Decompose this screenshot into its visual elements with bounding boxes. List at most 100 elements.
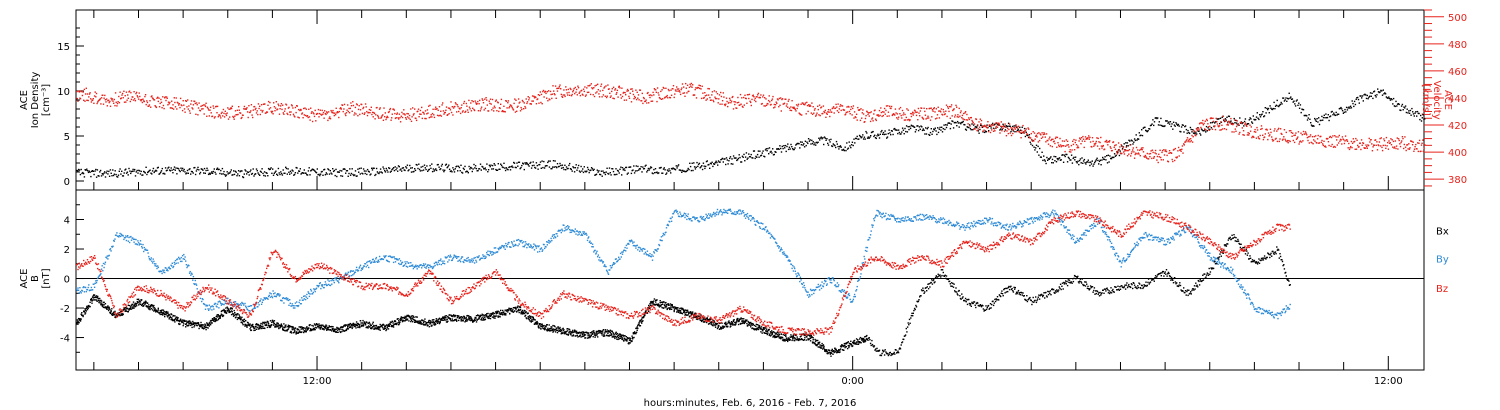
velocity-point xyxy=(544,91,546,93)
density-point xyxy=(535,162,538,164)
velocity-point xyxy=(504,111,506,113)
density-point xyxy=(1362,100,1364,102)
density-point xyxy=(1055,156,1057,158)
velocity-point xyxy=(1068,146,1070,148)
density-point xyxy=(244,169,246,171)
density-point xyxy=(92,170,94,172)
density-point xyxy=(823,136,826,138)
density-point xyxy=(1209,128,1211,131)
density-point xyxy=(563,168,565,171)
velocity-point xyxy=(1332,135,1334,137)
density-point xyxy=(777,148,779,150)
velocity-point xyxy=(1027,127,1029,129)
velocity-point xyxy=(1333,145,1335,148)
velocity-point xyxy=(626,90,628,92)
velocity-point xyxy=(226,112,228,114)
density-point xyxy=(630,172,633,175)
bx-point xyxy=(687,311,689,313)
velocity-point xyxy=(320,114,323,116)
density-point xyxy=(1042,159,1044,162)
density-point xyxy=(543,167,546,169)
bx-point xyxy=(469,316,471,318)
bx-point xyxy=(349,322,351,325)
velocity-point xyxy=(335,107,337,109)
velocity-point xyxy=(660,98,663,100)
velocity-point xyxy=(808,104,810,106)
density-point xyxy=(1392,97,1395,100)
velocity-point xyxy=(1053,140,1055,142)
velocity-point xyxy=(1223,128,1226,130)
velocity-point xyxy=(1188,139,1190,142)
velocity-point xyxy=(670,89,672,91)
velocity-point xyxy=(253,105,256,108)
density-point xyxy=(143,171,146,173)
velocity-point xyxy=(430,114,432,116)
velocity-point xyxy=(1088,135,1090,137)
velocity-point xyxy=(639,89,642,91)
density-point xyxy=(531,164,534,167)
bx-point xyxy=(660,304,663,306)
bx-point xyxy=(438,322,441,325)
density-point xyxy=(986,124,988,126)
density-point xyxy=(1227,115,1230,117)
velocity-point xyxy=(1025,128,1027,130)
velocity-point xyxy=(225,114,228,117)
density-point xyxy=(1190,128,1192,131)
density-point xyxy=(303,169,305,171)
velocity-point xyxy=(1323,140,1325,142)
density-point xyxy=(1256,112,1258,114)
bx-point xyxy=(284,325,286,327)
density-point xyxy=(402,167,405,169)
density-point xyxy=(1404,107,1406,109)
bx-point xyxy=(446,318,448,321)
velocity-point xyxy=(1132,147,1134,149)
velocity-point xyxy=(922,118,925,120)
bx-point xyxy=(325,327,327,330)
velocity-point xyxy=(1390,138,1392,140)
velocity-point xyxy=(88,96,90,98)
bx-point xyxy=(294,330,296,333)
density-point xyxy=(78,168,80,171)
bx-point xyxy=(518,311,520,314)
velocity-point xyxy=(955,104,957,107)
velocity-point xyxy=(84,100,86,102)
velocity-point xyxy=(602,94,605,96)
density-point xyxy=(1064,155,1066,158)
density-point xyxy=(122,175,125,177)
density-point xyxy=(888,129,890,131)
density-point xyxy=(260,171,262,173)
velocity-point xyxy=(1140,147,1143,149)
velocity-point xyxy=(281,108,283,111)
velocity-point xyxy=(808,105,811,107)
velocity-point xyxy=(1170,152,1172,154)
velocity-point xyxy=(1034,138,1036,140)
density-point xyxy=(1329,115,1332,117)
velocity-point xyxy=(1204,120,1206,122)
velocity-point xyxy=(170,107,172,109)
density-point xyxy=(365,170,367,172)
density-point xyxy=(142,174,144,176)
velocity-point xyxy=(1047,139,1049,142)
velocity-point xyxy=(831,111,833,113)
velocity-point xyxy=(1120,144,1122,146)
density-point xyxy=(815,144,817,146)
velocity-point xyxy=(390,119,392,121)
velocity-point xyxy=(140,100,142,102)
velocity-point xyxy=(1391,139,1393,141)
density-point xyxy=(912,125,914,127)
velocity-point xyxy=(1417,142,1419,144)
density-point xyxy=(421,169,423,172)
velocity-point xyxy=(980,119,983,122)
density-point xyxy=(757,150,760,152)
density-point xyxy=(285,167,288,170)
density-point xyxy=(500,163,502,165)
velocity-point xyxy=(121,94,123,96)
velocity-point xyxy=(1354,148,1356,150)
velocity-point xyxy=(1257,136,1259,138)
velocity-point xyxy=(103,97,105,99)
density-point xyxy=(1171,123,1173,125)
velocity-point xyxy=(1130,155,1132,157)
density-point xyxy=(1249,117,1251,119)
density-point xyxy=(775,151,777,153)
velocity-point xyxy=(980,123,982,125)
